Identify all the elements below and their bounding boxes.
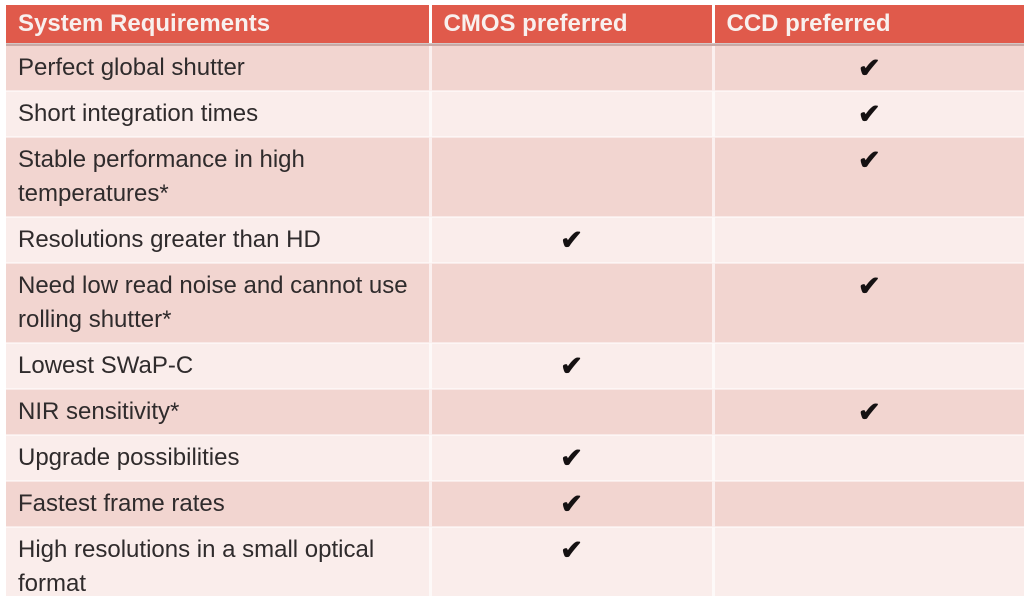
requirement-cell: Short integration times [6,89,430,137]
table-body: Perfect global shutter ✔ Short integrati… [6,44,1024,596]
ccd-check-cell: ✔ [711,387,1024,435]
cmos-check-cell: ✔ [428,479,713,527]
cmos-check-cell [428,89,713,137]
requirement-cell: High resolutions in a small optical form… [6,525,430,596]
table-row: Upgrade possibilities ✔ [6,433,1024,481]
table-row: NIR sensitivity* ✔ [6,387,1024,435]
table-row: Lowest SWaP-C ✔ [6,341,1024,389]
ccd-check-cell: ✔ [711,89,1024,137]
check-icon: ✔ [560,442,583,473]
cmos-check-cell: ✔ [428,525,713,596]
check-icon: ✔ [857,52,881,83]
check-icon: ✔ [560,488,583,519]
ccd-check-cell: ✔ [711,261,1024,343]
sensor-comparison-table: System Requirements CMOS preferred CCD p… [6,5,1024,596]
table-row: Stable performance in high temperatures*… [6,135,1024,217]
table-row: Resolutions greater than HD ✔ [6,215,1024,263]
requirement-cell: Fastest frame rates [6,479,430,527]
ccd-check-cell [711,525,1024,596]
cmos-check-cell: ✔ [428,433,713,481]
cmos-check-cell [428,261,713,343]
requirement-cell: Lowest SWaP-C [6,341,430,389]
table-row: Perfect global shutter ✔ [6,44,1024,91]
ccd-check-cell: ✔ [711,135,1024,217]
ccd-check-cell [711,479,1024,527]
ccd-check-cell: ✔ [711,44,1024,91]
ccd-check-cell [711,433,1024,481]
table-row: Fastest frame rates ✔ [6,479,1024,527]
requirement-cell: Resolutions greater than HD [6,215,430,263]
requirement-cell: NIR sensitivity* [6,387,430,435]
ccd-check-cell [711,341,1024,389]
check-icon: ✔ [857,270,881,301]
check-icon: ✔ [560,534,583,565]
check-icon: ✔ [560,350,583,381]
check-icon: ✔ [560,224,583,255]
cmos-check-cell: ✔ [428,215,713,263]
table-row: Need low read noise and cannot use rolli… [6,261,1024,343]
table-row: Short integration times ✔ [6,89,1024,137]
requirement-cell: Stable performance in high temperatures* [6,135,430,217]
column-header-cmos-preferred: CMOS preferred [428,5,713,46]
check-icon: ✔ [857,144,881,175]
ccd-check-cell [711,215,1024,263]
table-header: System Requirements CMOS preferred CCD p… [6,5,1024,46]
check-icon: ✔ [857,98,881,129]
cmos-check-cell [428,387,713,435]
cmos-check-cell [428,44,713,91]
requirement-cell: Perfect global shutter [6,44,430,91]
column-header-ccd-preferred: CCD preferred [711,5,1024,46]
check-icon: ✔ [857,396,881,427]
header-row: System Requirements CMOS preferred CCD p… [6,5,1024,46]
requirement-cell: Need low read noise and cannot use rolli… [6,261,430,343]
requirement-cell: Upgrade possibilities [6,433,430,481]
column-header-system-requirements: System Requirements [6,5,430,46]
cmos-check-cell [428,135,713,217]
cmos-check-cell: ✔ [428,341,713,389]
table-row: High resolutions in a small optical form… [6,525,1024,596]
